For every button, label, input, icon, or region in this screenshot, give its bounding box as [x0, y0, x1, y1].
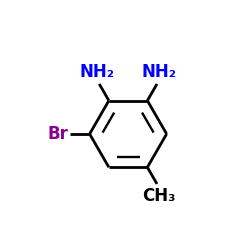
Text: CH₃: CH₃: [142, 187, 176, 205]
Text: Br: Br: [48, 125, 68, 143]
Text: NH₂: NH₂: [142, 63, 176, 81]
Text: NH₂: NH₂: [80, 63, 115, 81]
